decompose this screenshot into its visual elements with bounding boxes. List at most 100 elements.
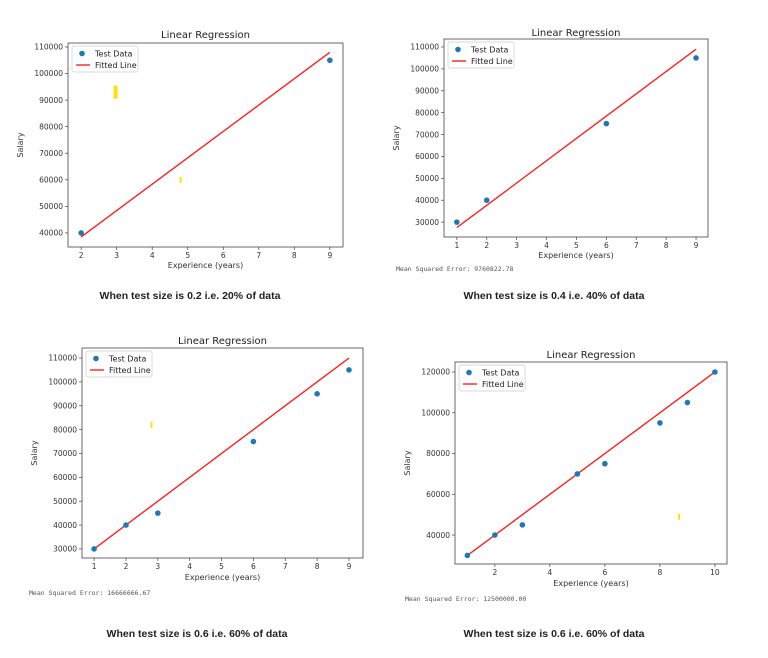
x-axis-label: Experience (years) bbox=[553, 579, 628, 588]
x-tick-label: 5 bbox=[185, 251, 190, 260]
x-tick-label: 3 bbox=[514, 241, 519, 250]
x-tick-label: 6 bbox=[604, 241, 609, 250]
y-tick-label: 60000 bbox=[53, 473, 77, 482]
chart-title: Linear Regression bbox=[161, 30, 250, 41]
data-point bbox=[603, 120, 610, 127]
x-tick-label: 9 bbox=[347, 562, 352, 571]
x-tick-label: 9 bbox=[694, 241, 699, 250]
chart-3: 1 2 3 4 5 6 7 8 9 30000 40000 50000 60000 70000 80000 9… bbox=[29, 336, 364, 640]
caption: When test size is 0.4 i.e. 40% of data bbox=[464, 290, 645, 302]
legend: Test Data Fitted Line bbox=[458, 364, 526, 392]
x-axis-label: Experience (years) bbox=[538, 251, 613, 260]
y-tick-label: 70000 bbox=[415, 130, 439, 139]
chart-title: Linear Regression bbox=[178, 336, 267, 347]
y-tick-label: 100000 bbox=[48, 378, 77, 387]
x-tick-label: 2 bbox=[124, 562, 129, 571]
legend-point-icon bbox=[79, 50, 85, 57]
x-tick-label: 10 bbox=[710, 568, 720, 577]
data-point bbox=[574, 471, 581, 477]
highlight-mark bbox=[179, 176, 182, 183]
x-tick-label: 8 bbox=[664, 241, 669, 250]
y-tick-label: 100000 bbox=[34, 69, 63, 78]
x-tick-label: 4 bbox=[150, 251, 155, 260]
y-tick-label: 50000 bbox=[53, 497, 77, 506]
chart-title: Linear Regression bbox=[532, 28, 621, 39]
y-tick-label: 40000 bbox=[39, 229, 63, 238]
y-tick-label: 80000 bbox=[39, 122, 63, 131]
y-tick-label: 40000 bbox=[53, 521, 77, 530]
y-tick-label: 60000 bbox=[415, 152, 439, 161]
x-tick-label: 8 bbox=[658, 568, 663, 577]
y-axis-label: Salary bbox=[392, 125, 401, 150]
legend-label: Test Data bbox=[481, 369, 519, 378]
legend: Test Data Fitted Line bbox=[447, 41, 515, 69]
y-axis-label: Salary bbox=[403, 450, 412, 475]
mse-output: Mean Squared Error: 12500000.00 bbox=[405, 595, 526, 603]
data-point bbox=[684, 399, 691, 406]
data-point bbox=[250, 438, 257, 445]
data-point bbox=[78, 230, 84, 236]
chart-4: 2 4 6 8 10 40000 60000 80000 100000 120000 Linear … bbox=[403, 350, 728, 640]
data-point bbox=[483, 197, 490, 204]
x-tick-label: 8 bbox=[315, 562, 320, 571]
x-tick-label: 7 bbox=[256, 251, 261, 260]
y-tick-label: 100000 bbox=[421, 408, 450, 417]
x-tick-label: 5 bbox=[219, 562, 224, 571]
y-tick-label: 80000 bbox=[415, 108, 439, 117]
x-tick-label: 6 bbox=[251, 562, 256, 571]
x-tick-label: 2 bbox=[79, 251, 84, 260]
fitted-line bbox=[466, 371, 716, 557]
x-axis-label: Experience (years) bbox=[185, 573, 260, 582]
mse-output: Mean Squared Error: 16666666.67 bbox=[29, 589, 150, 597]
fitted-line bbox=[456, 48, 697, 229]
chart-1: 2 3 4 5 6 7 8 9 40000 50000 60000 70000 80000 90000 10… bbox=[16, 30, 344, 302]
data-point bbox=[155, 510, 161, 516]
caption: When test size is 0.6 i.e. 60% of data bbox=[107, 628, 288, 640]
data-point bbox=[91, 546, 97, 552]
legend-label: Fitted Line bbox=[482, 380, 524, 389]
data-point bbox=[519, 522, 526, 528]
data-point bbox=[346, 367, 352, 373]
y-tick-label: 30000 bbox=[53, 545, 77, 554]
legend-label: Test Data bbox=[470, 46, 508, 55]
x-tick-label: 6 bbox=[221, 251, 226, 260]
legend-label: Fitted Line bbox=[95, 61, 137, 70]
y-tick-label: 30000 bbox=[415, 218, 439, 227]
highlight-mark bbox=[678, 513, 681, 520]
legend-point-icon bbox=[455, 46, 461, 53]
data-point bbox=[464, 552, 471, 559]
data-point bbox=[693, 55, 699, 61]
caption: When test size is 0.2 i.e. 20% of data bbox=[100, 290, 281, 302]
data-point bbox=[712, 369, 718, 375]
y-tick-label: 90000 bbox=[53, 401, 77, 410]
data-point bbox=[657, 420, 663, 426]
y-tick-label: 110000 bbox=[410, 43, 439, 52]
x-tick-label: 7 bbox=[634, 241, 639, 250]
highlight-mark bbox=[150, 421, 153, 428]
x-tick-label: 1 bbox=[92, 562, 97, 571]
y-tick-label: 120000 bbox=[421, 368, 450, 377]
y-tick-label: 110000 bbox=[48, 354, 77, 363]
y-axis-label: Salary bbox=[16, 132, 25, 157]
y-tick-label: 60000 bbox=[39, 175, 63, 184]
y-tick-label: 50000 bbox=[415, 174, 439, 183]
fitted-line bbox=[93, 357, 350, 550]
x-tick-label: 8 bbox=[292, 251, 297, 260]
x-tick-label: 9 bbox=[327, 251, 332, 260]
x-tick-label: 5 bbox=[574, 241, 579, 250]
data-point bbox=[454, 219, 460, 225]
y-tick-label: 50000 bbox=[39, 202, 63, 211]
x-tick-label: 2 bbox=[484, 241, 489, 250]
legend-label: Fitted Line bbox=[109, 366, 151, 375]
x-tick-label: 7 bbox=[283, 562, 288, 571]
x-tick-label: 4 bbox=[187, 562, 192, 571]
x-tick-label: 6 bbox=[602, 568, 607, 577]
y-tick-label: 100000 bbox=[410, 65, 439, 74]
y-axis-label: Salary bbox=[30, 440, 39, 465]
x-tick-label: 3 bbox=[114, 251, 119, 260]
legend: Test Data Fitted Line bbox=[85, 350, 153, 378]
y-tick-label: 40000 bbox=[415, 196, 439, 205]
x-axis-label: Experience (years) bbox=[168, 261, 243, 270]
legend: Test Data Fitted Line bbox=[71, 45, 139, 73]
chart-2: 1 2 3 4 5 6 7 8 9 30000 40000 50000 60000 70000 80000 9… bbox=[392, 28, 709, 302]
